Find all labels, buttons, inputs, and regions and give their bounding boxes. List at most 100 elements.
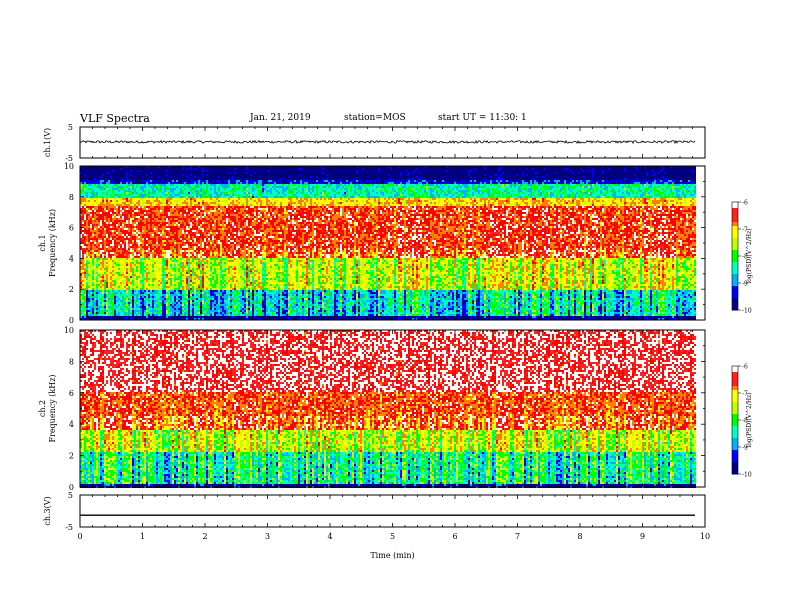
psd-cell	[88, 214, 90, 216]
psd-cell	[190, 240, 192, 242]
psd-cell	[140, 244, 142, 246]
psd-cell	[96, 178, 98, 180]
psd-cell	[130, 238, 132, 240]
psd-cell	[82, 304, 84, 306]
psd-cell	[96, 212, 98, 214]
psd-cell	[128, 198, 130, 200]
psd-cell	[114, 304, 116, 306]
psd-cell	[88, 274, 90, 276]
psd-cell	[136, 216, 138, 218]
psd-cell	[120, 316, 122, 318]
psd-cell	[120, 192, 122, 194]
psd-cell	[90, 300, 92, 302]
psd-cell	[190, 304, 192, 306]
psd-cell	[174, 266, 176, 268]
psd-cell	[154, 194, 156, 196]
psd-cell	[134, 220, 136, 222]
psd-cell	[172, 286, 174, 288]
psd-cell	[166, 204, 168, 206]
psd-cell	[182, 184, 184, 186]
psd-cell	[120, 166, 122, 168]
psd-cell	[124, 270, 126, 272]
psd-cell	[158, 186, 160, 188]
psd-cell	[100, 260, 102, 262]
psd-cell	[80, 282, 82, 284]
psd-cell	[134, 166, 136, 168]
psd-cell	[194, 316, 196, 318]
psd-cell	[168, 186, 170, 188]
psd-cell	[166, 226, 168, 228]
psd-cell	[90, 314, 92, 316]
psd-cell	[84, 290, 86, 292]
psd-cell	[158, 168, 160, 170]
psd-cell	[168, 276, 170, 278]
psd-cell	[132, 276, 134, 278]
psd-cell	[108, 234, 110, 236]
psd-cell	[82, 270, 84, 272]
psd-cell	[144, 222, 146, 224]
psd-cell	[142, 238, 144, 240]
psd-cell	[168, 298, 170, 300]
psd-cell	[86, 204, 88, 206]
psd-cell	[98, 172, 100, 174]
psd-cell	[164, 284, 166, 286]
psd-cell	[114, 232, 116, 234]
psd-cell	[110, 218, 112, 220]
psd-cell	[134, 200, 136, 202]
psd-cell	[178, 184, 180, 186]
psd-cell	[82, 166, 84, 168]
psd-cell	[98, 204, 100, 206]
psd-cell	[194, 254, 196, 256]
psd-cell	[110, 202, 112, 204]
psd-cell	[94, 180, 96, 182]
psd-cell	[200, 302, 202, 304]
psd-cell	[82, 268, 84, 270]
psd-cell	[172, 268, 174, 270]
psd-cell	[194, 268, 196, 270]
psd-cell	[180, 230, 182, 232]
psd-cell	[100, 222, 102, 224]
psd-cell	[174, 172, 176, 174]
psd-cell	[86, 230, 88, 232]
psd-cell	[192, 202, 194, 204]
psd-cell	[100, 204, 102, 206]
psd-cell	[80, 232, 82, 234]
psd-cell	[88, 290, 90, 292]
psd-cell	[124, 254, 126, 256]
psd-cell	[102, 308, 104, 310]
psd-cell	[172, 290, 174, 292]
psd-cell	[118, 166, 120, 168]
psd-cell	[194, 214, 196, 216]
psd-cell	[98, 262, 100, 264]
psd-cell	[156, 174, 158, 176]
psd-cell	[92, 258, 94, 260]
psd-cell	[170, 174, 172, 176]
psd-cell	[138, 280, 140, 282]
psd-cell	[166, 288, 168, 290]
psd-cell	[94, 312, 96, 314]
psd-cell	[188, 174, 190, 176]
psd-cell	[80, 220, 82, 222]
psd-cell	[128, 258, 130, 260]
psd-cell	[84, 236, 86, 238]
psd-cell	[88, 256, 90, 258]
psd-cell	[194, 198, 196, 200]
psd-cell	[128, 266, 130, 268]
psd-cell	[170, 254, 172, 256]
psd-cell	[130, 276, 132, 278]
psd-cell	[170, 264, 172, 266]
psd-cell	[160, 232, 162, 234]
psd-cell	[142, 306, 144, 308]
psd-cell	[142, 182, 144, 184]
psd-cell	[184, 278, 186, 280]
psd-cell	[82, 204, 84, 206]
psd-cell	[80, 270, 82, 272]
psd-cell	[126, 178, 128, 180]
psd-cell	[100, 296, 102, 298]
psd-cell	[192, 248, 194, 250]
psd-cell	[134, 244, 136, 246]
psd-cell	[126, 180, 128, 182]
psd-cell	[94, 242, 96, 244]
psd-cell	[178, 194, 180, 196]
psd-cell	[154, 170, 156, 172]
